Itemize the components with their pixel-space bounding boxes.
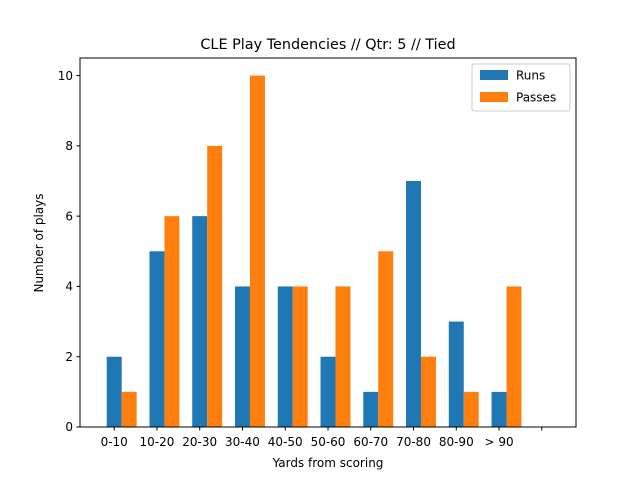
bar-passes-6 [378,251,394,427]
y-tick-label-10: 10 [58,69,73,83]
chart-title: CLE Play Tendencies // Qtr: 5 // Tied [200,37,455,53]
legend-swatch-passes [480,92,508,102]
bar-passes-0 [121,391,137,427]
y-axis-label: Number of plays [32,193,46,292]
bar-passes-3 [249,75,265,428]
plot-area: 0 2 4 6 8 10 0-10 10-20 20-30 30-40 40-50 50-60 60-7… [58,57,577,449]
bar-runs-2 [192,216,208,427]
x-tick-label-1: 10-20 [140,435,175,449]
bar-passes-7 [421,356,436,427]
bar-passes-2 [207,145,223,427]
y-tick-label-2: 2 [65,350,73,364]
bar-runs-9 [491,391,507,427]
bar-runs-8 [448,321,464,427]
x-tick-label-2: 20-30 [182,435,217,449]
x-tick-label-9: > 90 [484,435,513,449]
legend: Runs Passes [471,63,571,112]
bar-runs-6 [363,391,379,427]
bar-runs-7 [406,181,421,427]
x-tick-label-5: 50-60 [311,435,346,449]
y-tick-label-0: 0 [65,420,73,434]
bar-runs-3 [235,286,250,427]
bar-passes-1 [164,216,180,427]
y-tick-label-8: 8 [65,139,73,153]
bar-runs-5 [320,356,336,427]
x-tick-label-0: 0-10 [101,435,128,449]
y-tick-label-4: 4 [65,280,73,294]
x-axis-label: Yards from scoring [272,456,384,470]
bar-runs-1 [149,251,165,427]
x-tick-label-8: 80-90 [439,435,474,449]
bar-passes-5 [335,286,351,427]
x-tick-label-4: 40-50 [268,435,303,449]
bar-passes-9 [506,286,522,427]
legend-swatch-runs [480,70,508,80]
x-tick-label-7: 70-80 [396,435,431,449]
bar-passes-4 [292,286,308,427]
bar-passes-8 [463,391,479,427]
x-tick-label-3: 30-40 [225,435,260,449]
bar-runs-4 [277,286,293,427]
bar-runs-0 [106,356,122,427]
legend-label-passes: Passes [516,91,556,105]
x-tick-label-6: 60-70 [353,435,388,449]
legend-label-runs: Runs [516,69,545,83]
y-tick-label-6: 6 [65,209,73,223]
